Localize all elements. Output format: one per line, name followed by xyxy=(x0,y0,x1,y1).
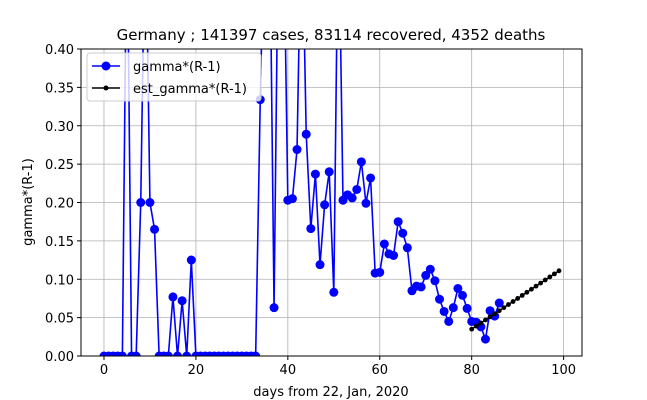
data-point xyxy=(529,286,534,292)
data-point xyxy=(117,351,127,356)
data-point xyxy=(473,323,479,329)
data-point xyxy=(186,255,196,265)
y-tick-label: 0.15 xyxy=(45,235,74,250)
data-point xyxy=(547,274,553,280)
y-tick-label: 0.05 xyxy=(45,312,74,327)
data-point xyxy=(469,326,475,332)
data-point xyxy=(310,169,320,179)
y-tick-label: 0.25 xyxy=(45,158,74,173)
x-tick-label: 80 xyxy=(463,363,480,378)
data-point xyxy=(435,294,445,304)
data-point xyxy=(163,351,173,356)
data-point xyxy=(168,292,178,302)
legend-label-gamma: gamma*(R-1) xyxy=(133,60,221,75)
data-point xyxy=(173,351,183,356)
data-point xyxy=(379,239,389,249)
data-point xyxy=(320,200,330,210)
data-point xyxy=(301,129,311,139)
data-point xyxy=(538,280,544,286)
data-point xyxy=(510,299,516,304)
legend-marker-est-gamma xyxy=(103,85,109,91)
chart-title: Germany ; 141397 cases, 83114 recovered,… xyxy=(117,26,546,44)
data-point xyxy=(515,296,521,301)
data-point xyxy=(425,264,435,274)
y-axis-label: gamma*(R-1) xyxy=(21,158,36,246)
data-point xyxy=(421,270,431,280)
data-point xyxy=(393,217,403,227)
data-point xyxy=(329,287,339,297)
data-point xyxy=(533,283,539,289)
data-point xyxy=(524,289,530,295)
data-point xyxy=(361,198,371,208)
data-point xyxy=(506,302,511,307)
data-point xyxy=(542,277,548,283)
data-point xyxy=(416,282,426,292)
legend-label-est-gamma: est_gamma*(R-1) xyxy=(133,82,247,97)
x-axis: 0 20 40 60 80 100 xyxy=(100,356,576,378)
data-point xyxy=(519,292,525,298)
data-point xyxy=(366,173,376,183)
data-point xyxy=(462,303,472,313)
data-point xyxy=(251,351,261,356)
data-point xyxy=(131,351,141,356)
data-point xyxy=(287,194,297,204)
y-tick-label: 0.20 xyxy=(45,197,74,212)
data-point xyxy=(478,320,484,326)
legend-marker-gamma xyxy=(101,61,111,71)
data-point xyxy=(448,303,458,313)
data-point xyxy=(552,271,557,277)
x-tick-label: 60 xyxy=(371,363,388,378)
plot-area xyxy=(99,49,562,356)
data-point xyxy=(494,298,504,308)
data-point xyxy=(315,260,325,270)
data-point xyxy=(402,243,412,253)
data-point xyxy=(501,305,507,311)
x-axis-label: days from 22, Jan, 2020 xyxy=(253,385,408,400)
series-group xyxy=(99,49,562,356)
data-point xyxy=(430,276,440,286)
data-point xyxy=(269,303,279,313)
data-point xyxy=(453,283,463,293)
data-point xyxy=(150,224,160,234)
y-tick-label: 0.35 xyxy=(45,81,74,96)
data-point xyxy=(496,308,502,314)
data-point xyxy=(292,145,302,155)
data-point xyxy=(306,224,316,234)
data-point xyxy=(439,306,449,316)
legend: gamma*(R-1) est_gamma*(R-1) xyxy=(86,52,262,102)
data-point xyxy=(182,351,192,356)
x-tick-label: 0 xyxy=(100,363,108,378)
x-tick-label: 100 xyxy=(551,363,576,378)
data-point xyxy=(444,316,454,326)
y-tick-label: 0.00 xyxy=(45,350,74,365)
data-point xyxy=(356,157,366,167)
data-point xyxy=(458,290,467,300)
data-point xyxy=(480,334,490,344)
data-point xyxy=(324,167,334,177)
data-point xyxy=(177,296,187,306)
x-tick-label: 40 xyxy=(280,363,297,378)
y-tick-label: 0.40 xyxy=(45,43,74,58)
data-point xyxy=(389,250,399,260)
data-point xyxy=(556,268,562,274)
data-point xyxy=(136,198,146,207)
data-point xyxy=(398,228,408,238)
y-tick-label: 0.10 xyxy=(45,273,74,288)
data-point xyxy=(483,317,488,323)
y-tick-label: 0.30 xyxy=(45,120,74,135)
x-tick-label: 20 xyxy=(188,363,205,378)
data-point xyxy=(375,267,385,277)
y-axis: 0.00 0.05 0.10 0.15 0.20 0.25 0.30 0.35 0.40 xyxy=(45,43,81,365)
data-point xyxy=(145,198,155,207)
data-point xyxy=(492,311,498,317)
legend-box xyxy=(86,52,262,102)
data-point xyxy=(352,184,362,194)
data-point xyxy=(347,193,357,203)
data-point xyxy=(487,314,493,320)
